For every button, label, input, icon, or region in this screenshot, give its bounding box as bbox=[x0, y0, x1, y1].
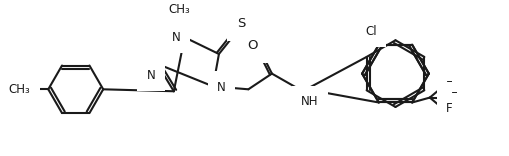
Text: F: F bbox=[449, 91, 456, 104]
Text: S: S bbox=[237, 17, 245, 30]
Text: CH₃: CH₃ bbox=[9, 83, 31, 96]
Text: N: N bbox=[216, 81, 225, 94]
Text: F: F bbox=[445, 102, 452, 115]
Text: F: F bbox=[445, 80, 452, 93]
Text: CH₃: CH₃ bbox=[168, 3, 190, 16]
Text: N: N bbox=[172, 31, 180, 44]
Text: N: N bbox=[146, 69, 155, 82]
Text: NH: NH bbox=[301, 95, 318, 108]
Text: Cl: Cl bbox=[364, 25, 376, 38]
Text: O: O bbox=[247, 39, 258, 52]
